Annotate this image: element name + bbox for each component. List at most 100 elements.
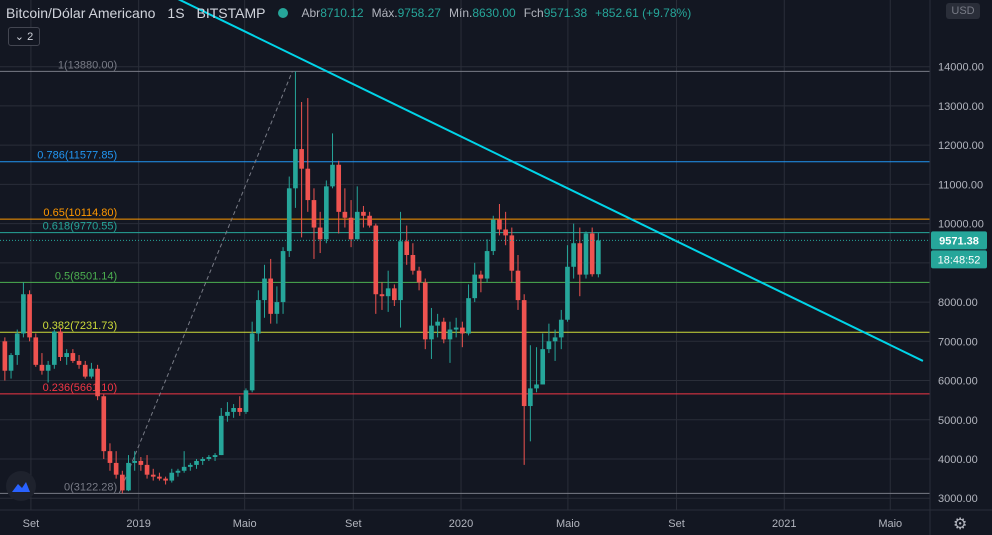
candle-body xyxy=(354,211,360,240)
tradingview-logo-icon[interactable] xyxy=(6,471,36,501)
candle-body xyxy=(150,474,156,477)
countdown-label: 18:48:52 xyxy=(938,254,981,266)
candle-body xyxy=(447,329,453,340)
candle-body xyxy=(51,331,57,365)
candle-body xyxy=(212,455,218,458)
last-price-label: 9571.38 xyxy=(939,235,979,247)
candle-body xyxy=(552,337,558,342)
symbol-header: Bitcoin/Dólar Americano 1S BITSTAMP Abr … xyxy=(6,4,699,22)
candle-body xyxy=(45,364,51,371)
candle-body xyxy=(120,474,125,491)
y-tick-label: 14000.00 xyxy=(938,62,984,74)
candle-body xyxy=(410,255,416,271)
trendline-layer xyxy=(177,0,924,362)
fib-level-label: 0.65(10114.80) xyxy=(43,207,117,219)
candle-body xyxy=(27,294,32,338)
fib-level-label: 0.786(11577.85) xyxy=(37,150,117,162)
candle-body xyxy=(478,274,484,279)
candle-body xyxy=(299,149,304,169)
candle-body xyxy=(546,341,552,350)
candlestick-series xyxy=(2,71,601,494)
candle-body xyxy=(571,243,576,267)
y-tick-label: 13000.00 xyxy=(938,101,984,113)
candle-body xyxy=(583,233,589,275)
currency-badge[interactable]: USD xyxy=(946,3,980,19)
candle-body xyxy=(398,241,403,301)
candle-body xyxy=(138,460,144,465)
symbol-name[interactable]: Bitcoin/Dólar Americano xyxy=(6,5,156,21)
candle-body xyxy=(58,331,63,357)
collapse-indicators-button[interactable]: ⌄ 2 xyxy=(8,27,40,46)
candle-body xyxy=(497,219,502,230)
y-tick-label: 5000.00 xyxy=(938,415,978,427)
y-tick-label: 3000.00 xyxy=(938,493,978,505)
close-value: 9571.38 xyxy=(543,6,588,20)
candle-body xyxy=(113,462,119,475)
candle-body xyxy=(392,288,397,301)
candle-body xyxy=(163,478,168,481)
candle-body xyxy=(422,282,428,340)
x-tick-label: 2020 xyxy=(449,518,473,530)
high-value: 9758.27 xyxy=(397,6,441,20)
candle-body xyxy=(280,251,286,303)
candle-body xyxy=(188,464,193,467)
candle-body xyxy=(540,349,546,385)
candle-body xyxy=(256,300,261,334)
x-tick-label: 2021 xyxy=(772,518,796,530)
candle-body xyxy=(367,215,372,226)
candle-body xyxy=(534,384,539,389)
fib-level-label: 0(3122.28) xyxy=(64,481,117,493)
x-tick-label: Set xyxy=(23,518,40,530)
candle-body xyxy=(70,353,76,361)
candle-body xyxy=(231,408,236,412)
candle-body xyxy=(577,243,583,275)
candle-body xyxy=(311,200,317,228)
candle-body xyxy=(175,470,181,473)
candle-body xyxy=(589,233,595,275)
open-value: 8710.12 xyxy=(320,6,364,20)
market-status-icon xyxy=(277,8,288,18)
high-label: Máx. xyxy=(371,6,398,20)
candle-body xyxy=(144,464,150,475)
candle-body xyxy=(237,408,243,412)
last-price-badge xyxy=(931,231,987,250)
candle-body xyxy=(76,360,82,365)
y-tick-label: 8000.00 xyxy=(938,297,978,309)
candle-body xyxy=(107,451,113,463)
countdown-badge xyxy=(931,250,987,269)
candle-body xyxy=(82,364,88,377)
x-tick-label: Maio xyxy=(233,518,257,530)
y-tick-label: 10000.00 xyxy=(938,219,984,231)
candle-body xyxy=(2,341,8,371)
interval-label[interactable]: 1S xyxy=(167,5,185,21)
candle-body xyxy=(243,390,249,412)
candle-body xyxy=(466,298,471,334)
low-value: 8630.00 xyxy=(472,6,516,20)
candle-body xyxy=(460,327,465,334)
candle-body xyxy=(39,364,45,371)
candle-body xyxy=(181,466,187,471)
fib-anchor-line xyxy=(118,71,293,494)
fib-level-label: 0.236(5661.10) xyxy=(43,382,118,394)
candle-body xyxy=(64,353,69,357)
candle-body xyxy=(558,319,564,338)
trendline xyxy=(177,0,924,362)
x-tick-label: Maio xyxy=(878,518,902,530)
candle-body xyxy=(416,270,422,283)
candle-body xyxy=(453,327,459,330)
open-label: Abr xyxy=(301,6,321,20)
gear-icon[interactable]: ⚙ xyxy=(953,516,968,533)
candle-body xyxy=(33,337,39,365)
candle-body xyxy=(484,251,490,279)
y-tick-label: 11000.00 xyxy=(938,179,983,191)
candle-body xyxy=(348,217,354,240)
candle-body xyxy=(342,211,348,218)
candle-body xyxy=(274,302,280,314)
candle-body xyxy=(509,235,515,271)
candle-body xyxy=(101,396,107,452)
candle-body xyxy=(95,368,100,397)
indicator-count: 2 xyxy=(27,30,34,43)
